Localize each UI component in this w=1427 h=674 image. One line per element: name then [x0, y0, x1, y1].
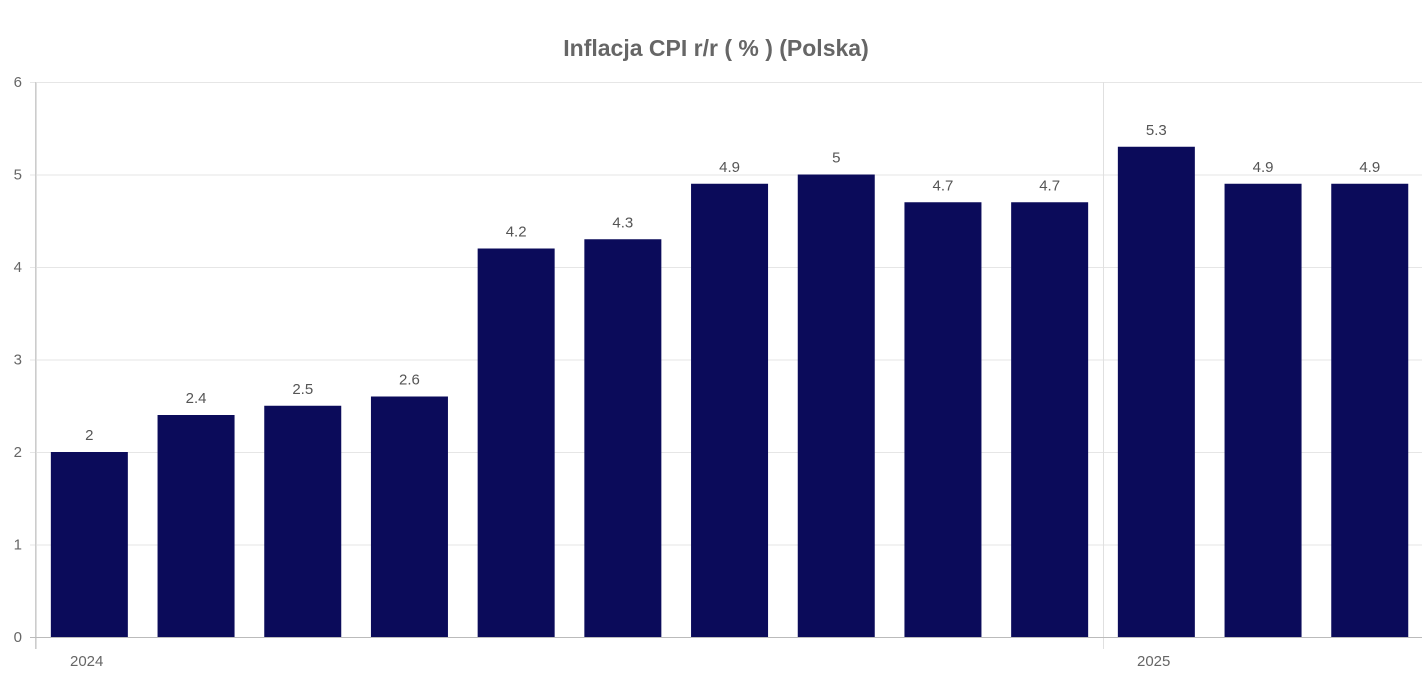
- y-tick-label: 1: [14, 537, 22, 554]
- data-label: 4.9: [1359, 159, 1380, 176]
- bar: [1117, 146, 1195, 637]
- y-tick-label: 6: [14, 74, 22, 91]
- chart-title: Inflacja CPI r/r ( % ) (Polska): [563, 35, 869, 61]
- x-tick-label: 2024: [70, 653, 103, 670]
- y-tick-label: 0: [14, 629, 22, 646]
- bar: [1224, 183, 1302, 637]
- bar: [370, 396, 448, 637]
- bar: [477, 248, 555, 637]
- data-label: 2.6: [399, 372, 420, 389]
- bar: [264, 405, 342, 637]
- bar: [904, 202, 982, 637]
- data-label: 4.9: [719, 159, 740, 176]
- data-label: 5.3: [1146, 122, 1167, 139]
- data-label: 4.7: [933, 177, 954, 194]
- data-label: 4.2: [506, 224, 527, 241]
- y-tick-label: 4: [14, 259, 22, 276]
- data-label: 2.5: [292, 381, 313, 398]
- data-label: 4.3: [612, 214, 633, 231]
- y-tick-label: 5: [14, 167, 22, 184]
- y-tick-label: 2: [14, 444, 22, 461]
- bar: [50, 452, 128, 637]
- y-tick-label: 3: [14, 352, 22, 369]
- data-label: 4.7: [1039, 177, 1060, 194]
- bar: [157, 415, 235, 637]
- data-label: 4.9: [1253, 159, 1274, 176]
- data-label: 2: [85, 427, 93, 444]
- data-label: 2.4: [186, 390, 207, 407]
- bar: [584, 239, 662, 637]
- bar: [1331, 183, 1409, 637]
- bar: [1011, 202, 1089, 637]
- x-tick-label: 2025: [1137, 653, 1170, 670]
- data-label: 5: [832, 150, 840, 167]
- bar: [691, 183, 769, 637]
- bar: [797, 174, 875, 637]
